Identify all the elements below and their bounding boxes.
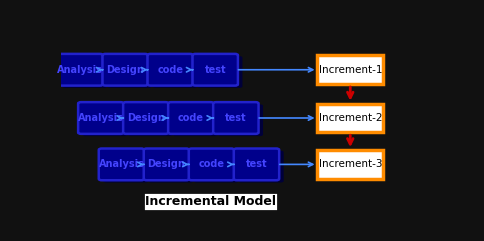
Text: Incremental Model: Incremental Model [145, 195, 276, 208]
FancyBboxPatch shape [144, 148, 189, 180]
FancyBboxPatch shape [213, 102, 258, 134]
Text: Increment-2: Increment-2 [318, 113, 382, 123]
FancyBboxPatch shape [83, 104, 128, 136]
FancyBboxPatch shape [152, 56, 197, 88]
FancyBboxPatch shape [168, 102, 213, 134]
FancyBboxPatch shape [58, 54, 103, 86]
Text: Analysis: Analysis [99, 159, 144, 169]
FancyBboxPatch shape [107, 56, 152, 88]
Text: test: test [204, 65, 226, 75]
FancyBboxPatch shape [234, 148, 279, 180]
FancyBboxPatch shape [238, 151, 284, 182]
Text: Analysis: Analysis [57, 65, 103, 75]
Text: Design: Design [106, 65, 144, 75]
FancyBboxPatch shape [78, 102, 123, 134]
Text: Design: Design [127, 113, 165, 123]
FancyBboxPatch shape [193, 151, 239, 182]
FancyBboxPatch shape [128, 104, 173, 136]
FancyBboxPatch shape [193, 54, 238, 86]
Text: code: code [178, 113, 204, 123]
Text: Analysis: Analysis [78, 113, 124, 123]
FancyBboxPatch shape [148, 151, 194, 182]
FancyBboxPatch shape [99, 148, 144, 180]
Text: Increment-1: Increment-1 [318, 65, 382, 75]
FancyBboxPatch shape [197, 56, 242, 88]
Text: code: code [198, 159, 225, 169]
Text: Increment-3: Increment-3 [318, 159, 382, 169]
Text: test: test [225, 113, 247, 123]
Text: code: code [157, 65, 183, 75]
Bar [318, 150, 383, 179]
FancyBboxPatch shape [173, 104, 218, 136]
FancyBboxPatch shape [103, 151, 149, 182]
FancyBboxPatch shape [62, 56, 107, 88]
Bar [143, 192, 278, 211]
FancyBboxPatch shape [123, 102, 168, 134]
Text: test: test [246, 159, 267, 169]
FancyBboxPatch shape [218, 104, 263, 136]
FancyBboxPatch shape [103, 54, 148, 86]
FancyBboxPatch shape [148, 54, 193, 86]
Bar [318, 55, 383, 84]
Bar [318, 104, 383, 132]
Text: Design: Design [148, 159, 185, 169]
FancyBboxPatch shape [189, 148, 234, 180]
